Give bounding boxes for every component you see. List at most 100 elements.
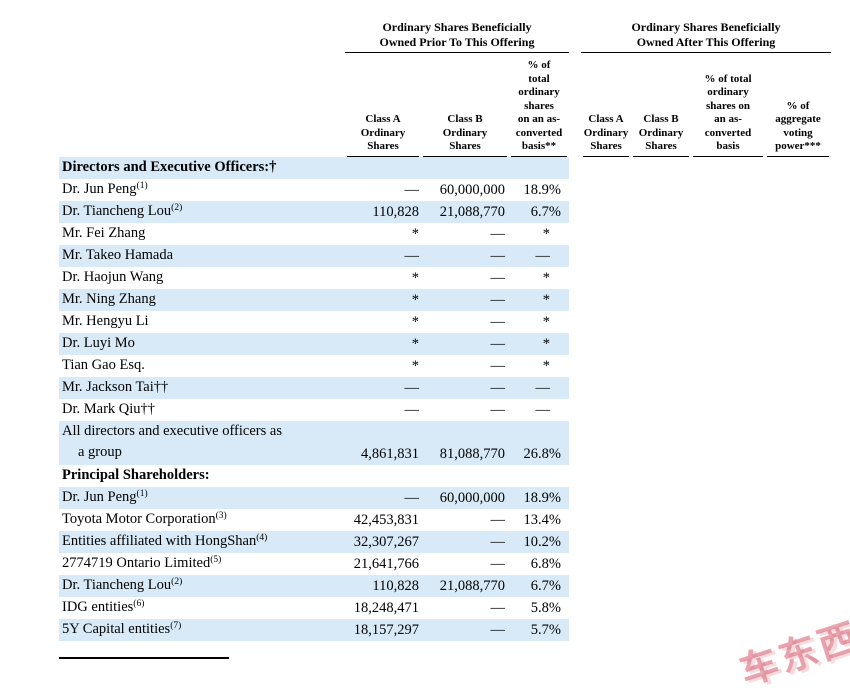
column-header-after-class-a: Class A Ordinary Shares xyxy=(581,113,631,157)
shareholder-name: Dr. Haojun Wang xyxy=(62,268,164,285)
shareholder-name: Dr. Jun Peng(1) xyxy=(62,180,148,197)
table-row: 5Y Capital entities(7) 18,157,297 — 5.7% xyxy=(59,618,831,641)
row-band: 2774719 Ontario Limited(5) 21,641,766 — 6.8… xyxy=(59,553,569,575)
row-band: Dr. Tiancheng Lou(2) 110,828 21,088,770 6.7… xyxy=(59,574,569,597)
prior-class-a-value: * xyxy=(411,335,419,352)
row-band: Dr. Haojun Wang * — * xyxy=(59,267,569,289)
footnote-ref: (5) xyxy=(210,554,222,565)
prior-percent-value: * xyxy=(542,225,550,242)
column-header-after-class-b: Class B Ordinary Shares xyxy=(631,113,691,157)
prior-percent-value: 5.8% xyxy=(530,599,561,616)
prior-class-a-value: * xyxy=(411,291,419,308)
prior-class-b-value: 81,088,770 xyxy=(439,445,505,462)
prior-class-b-value: — xyxy=(490,313,506,330)
footnote-ref: (4) xyxy=(256,532,268,543)
prior-class-b-value: — xyxy=(490,511,506,528)
shareholder-name: Mr. Hengyu Li xyxy=(62,312,149,329)
prior-class-b-value: — xyxy=(490,555,506,572)
prior-class-a-value: * xyxy=(411,269,419,286)
prior-percent-value: 13.4% xyxy=(523,511,561,528)
group-header-line: Ordinary Shares Beneficially xyxy=(382,20,532,34)
prior-class-b-value: 60,000,000 xyxy=(439,181,505,198)
shareholder-name: 5Y Capital entities(7) xyxy=(62,620,182,637)
after-offering-cells xyxy=(569,575,831,597)
after-offering-cells xyxy=(569,289,831,311)
after-offering-cells xyxy=(569,465,831,487)
table-row: Toyota Motor Corporation(3) 42,453,831 — 13… xyxy=(59,509,831,531)
table-row: Tian Gao Esq. * — * xyxy=(59,355,831,377)
prior-class-b-value: — xyxy=(490,335,506,352)
group-header-prior-offering: Ordinary Shares Beneficially Owned Prior… xyxy=(345,20,569,53)
after-offering-cells xyxy=(569,421,831,465)
after-offering-cells xyxy=(569,487,831,509)
footnote-ref: (1) xyxy=(136,488,148,499)
table-row: Mr. Ning Zhang * — * xyxy=(59,288,831,311)
after-offering-cells xyxy=(569,201,831,223)
group-header-line: Owned After This Offering xyxy=(636,35,776,49)
prior-percent-value: * xyxy=(542,269,550,286)
prior-class-b-value: — xyxy=(490,291,506,308)
shareholder-name: All directors and executive officers as a… xyxy=(62,422,282,460)
prior-class-a-value: 42,453,831 xyxy=(353,511,419,528)
prior-percent-value: * xyxy=(542,291,550,308)
footnote-rule xyxy=(59,657,229,659)
shareholder-name: Entities affiliated with HongShan(4) xyxy=(62,532,268,549)
footnote-ref: (6) xyxy=(133,598,145,609)
section-title: Directors and Executive Officers:† xyxy=(62,158,277,175)
prior-percent-value: — xyxy=(535,379,551,396)
shareholder-name: Toyota Motor Corporation(3) xyxy=(62,510,227,527)
table-row: Dr. Haojun Wang * — * xyxy=(59,267,831,289)
row-band: Mr. Ning Zhang * — * xyxy=(59,288,569,311)
shareholder-name: Dr. Tiancheng Lou(2) xyxy=(62,202,183,219)
column-header-after-percent: % of total ordinary shares on an as-convert… xyxy=(691,73,765,157)
prior-class-b-value: — xyxy=(490,357,506,374)
prior-class-a-value: — xyxy=(404,489,420,506)
footnote-ref: (1) xyxy=(136,180,148,191)
row-band: Toyota Motor Corporation(3) 42,453,831 — 13… xyxy=(59,509,569,531)
shareholder-name: Mr. Jackson Tai†† xyxy=(62,378,169,395)
table-row: IDG entities(6) 18,248,471 — 5.8% xyxy=(59,597,831,619)
prior-class-a-value: 18,248,471 xyxy=(353,599,419,616)
table-row: 2774719 Ontario Limited(5) 21,641,766 — 6.8… xyxy=(59,553,831,575)
prior-class-b-value: — xyxy=(490,599,506,616)
section-title: Principal Shareholders: xyxy=(62,466,210,483)
after-offering-cells xyxy=(569,157,831,179)
table-row: Dr. Tiancheng Lou(2) 110,828 21,088,770 6.7… xyxy=(59,574,831,597)
row-band: Mr. Fei Zhang * — * xyxy=(59,223,569,245)
table-row: Dr. Jun Peng(1) — 60,000,000 18.9% xyxy=(59,486,831,509)
shareholder-name: Dr. Luyi Mo xyxy=(62,334,135,351)
prior-class-a-value: * xyxy=(411,313,419,330)
group-header-after-offering: Ordinary Shares Beneficially Owned After… xyxy=(581,20,831,53)
row-band: 5Y Capital entities(7) 18,157,297 — 5.7% xyxy=(59,618,569,641)
footnote-ref: (3) xyxy=(215,510,227,521)
shareholder-name: IDG entities(6) xyxy=(62,598,145,615)
table-row: Mr. Hengyu Li * — * xyxy=(59,311,831,333)
shareholder-name: 2774719 Ontario Limited(5) xyxy=(62,554,222,571)
prior-percent-value: 5.7% xyxy=(530,621,561,638)
after-offering-cells xyxy=(569,399,831,421)
row-band: Tian Gao Esq. * — * xyxy=(59,355,569,377)
table-row: Mr. Jackson Tai†† — — — xyxy=(59,376,831,399)
group-header-row: Ordinary Shares Beneficially Owned Prior… xyxy=(345,20,831,53)
group-header-line: Ordinary Shares Beneficially xyxy=(631,20,781,34)
prior-class-a-value: 32,307,267 xyxy=(353,533,419,550)
prior-class-b-value: 21,088,770 xyxy=(439,577,505,594)
prior-class-b-value: — xyxy=(490,533,506,550)
prior-percent-value: 6.7% xyxy=(530,203,561,220)
shareholder-name: Mr. Ning Zhang xyxy=(62,290,156,307)
row-band: Dr. Luyi Mo * — * xyxy=(59,332,569,355)
prior-percent-value: — xyxy=(535,247,551,264)
row-band: Dr. Tiancheng Lou(2) 110,828 21,088,770 6.7… xyxy=(59,200,569,223)
prior-class-a-value: — xyxy=(404,379,420,396)
prior-percent-value: 18.9% xyxy=(523,181,561,198)
footnote-ref: (2) xyxy=(171,576,183,587)
table-row: Mr. Fei Zhang * — * xyxy=(59,223,831,245)
table-row: Mr. Takeo Hamada — — — xyxy=(59,244,831,267)
prior-class-b-value: — xyxy=(490,225,506,242)
table-row: Dr. Jun Peng(1) — 60,000,000 18.9% xyxy=(59,179,831,201)
after-offering-cells xyxy=(569,267,831,289)
prior-class-b-value: — xyxy=(490,401,506,418)
row-band: Dr. Jun Peng(1) — 60,000,000 18.9% xyxy=(59,179,569,201)
shareholder-name: Dr. Mark Qiu†† xyxy=(62,400,156,417)
row-band: All directors and executive officers as a… xyxy=(59,420,569,465)
